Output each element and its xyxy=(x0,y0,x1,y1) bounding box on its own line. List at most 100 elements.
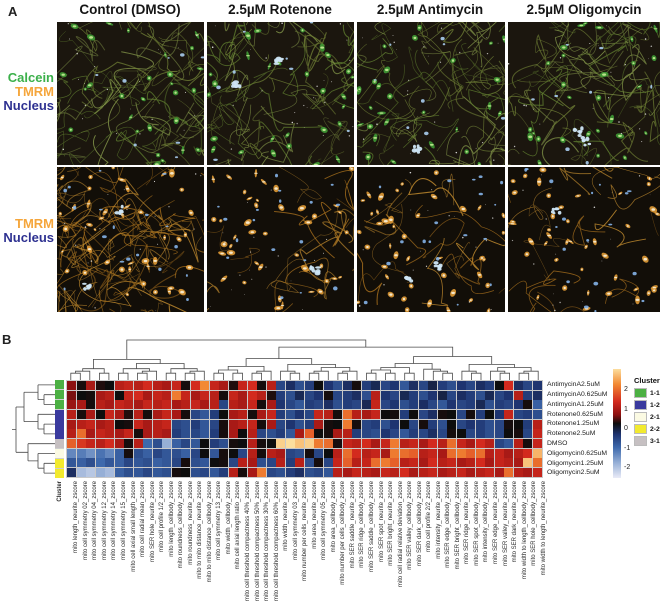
heatmap-cell xyxy=(190,448,200,458)
microscopy-tile xyxy=(508,22,660,165)
row-cluster-strip xyxy=(55,380,64,478)
heatmap-cell xyxy=(276,438,286,449)
heatmap-cell xyxy=(342,381,352,391)
heatmap-cell xyxy=(67,438,76,449)
heatmap-row-label: Oligomycin0.625uM xyxy=(547,449,608,457)
heatmap-cell xyxy=(152,400,162,410)
heatmap-cell xyxy=(152,429,162,439)
heatmap-cell xyxy=(285,438,295,449)
heatmap-cell xyxy=(513,467,523,477)
heatmap-cell xyxy=(171,458,181,468)
heatmap-cell xyxy=(456,467,466,477)
heatmap-cell xyxy=(285,400,295,410)
heatmap-column-label: mito width to length_cellbody_zscore xyxy=(521,481,528,580)
heatmap-cell xyxy=(143,438,153,449)
heatmap-column-label: mito to mito distance_neurite_zscore xyxy=(197,481,204,579)
heatmap-cell xyxy=(494,458,504,468)
heatmap-cell xyxy=(342,458,352,468)
microscopy-tile xyxy=(207,167,354,312)
heatmap-cell xyxy=(504,409,514,420)
heatmap-cell xyxy=(466,448,476,458)
heatmap-cell xyxy=(428,381,438,391)
heatmap-cell xyxy=(447,419,457,429)
heatmap-column-label: mito roundness_neurite_zscore xyxy=(187,481,194,565)
heatmap-cell xyxy=(190,438,200,449)
heatmap-cell xyxy=(475,381,485,391)
heatmap-cell xyxy=(190,390,200,400)
heatmap-cell xyxy=(428,400,438,410)
heatmap-cell xyxy=(447,467,457,477)
heatmap-cell xyxy=(409,429,419,439)
heatmap-cell xyxy=(513,448,523,458)
heatmap-cell xyxy=(76,448,86,458)
heatmap-cell xyxy=(114,438,124,449)
heatmap-cell xyxy=(266,409,276,420)
heatmap-cell xyxy=(86,419,96,429)
heatmap-cell xyxy=(380,438,390,449)
heatmap-cell xyxy=(475,409,485,420)
row-cluster-cell xyxy=(55,380,64,390)
heatmap-cell xyxy=(475,467,485,477)
heatmap-column-label: mito roundness_cellbody_zscore xyxy=(178,481,185,569)
heatmap-column-label: mito cell radial mean_zscore xyxy=(140,481,147,558)
heatmap-cell xyxy=(95,390,105,400)
heatmap-cell xyxy=(171,467,181,477)
heatmap-cell xyxy=(485,381,495,391)
heatmap-cell xyxy=(238,381,248,391)
heatmap-cell xyxy=(409,400,419,410)
heatmap-cell xyxy=(352,458,362,468)
heatmap-cell xyxy=(304,419,314,429)
heatmap-cell xyxy=(532,400,542,410)
heatmap-cell xyxy=(437,381,447,391)
heatmap-cell xyxy=(276,390,286,400)
heatmap-column-label: mito intensity_cellbody_zscore xyxy=(483,481,490,563)
heatmap-cell xyxy=(418,448,428,458)
heatmap-cell xyxy=(513,381,523,391)
heatmap-cell xyxy=(437,429,447,439)
heatmap-cell xyxy=(380,467,390,477)
heatmap-cell xyxy=(285,409,295,420)
heatmap-cell xyxy=(494,381,504,391)
heatmap-cell xyxy=(95,419,105,429)
heatmap-cell xyxy=(295,429,305,439)
heatmap-cell xyxy=(532,409,542,420)
heatmap-cell xyxy=(333,458,343,468)
heatmap-cell xyxy=(314,458,324,468)
heatmap-cell xyxy=(124,438,134,449)
heatmap-cell xyxy=(133,390,143,400)
heatmap-cell xyxy=(124,448,134,458)
heatmap-row-label: AntimycinA0.625uM xyxy=(547,391,608,398)
heatmap-cell xyxy=(114,381,124,391)
heatmap-cell xyxy=(532,390,542,400)
heatmap-cell xyxy=(105,458,115,468)
heatmap-column-label: mito cell threshold compactness 60%_zsco… xyxy=(273,481,280,602)
heatmap-cell xyxy=(143,400,153,410)
cluster-axis-label: Cluster xyxy=(57,481,63,502)
heatmap-cell xyxy=(200,381,210,391)
heatmap-cell xyxy=(447,438,457,449)
heatmap-row-label: Rotenone0.625uM xyxy=(547,410,603,418)
heatmap-row-label: Oligomycin2.5uM xyxy=(547,469,600,477)
heatmap-cell xyxy=(428,409,438,420)
heatmap-column-label: mito length_cellbody_zscore xyxy=(168,481,175,557)
heatmap-cell xyxy=(133,467,143,477)
heatmap-cell xyxy=(114,419,124,429)
heatmap-cell xyxy=(494,390,504,400)
heatmap-cell xyxy=(95,458,105,468)
heatmap-cell xyxy=(238,467,248,477)
heatmap-cell xyxy=(143,381,153,391)
heatmap-cell xyxy=(209,419,219,429)
heatmap-cell xyxy=(371,429,381,439)
heatmap-cell xyxy=(361,409,371,420)
heatmap-cell xyxy=(162,381,172,391)
heatmap-cell xyxy=(323,458,333,468)
heatmap-cell xyxy=(86,381,96,391)
heatmap-cell xyxy=(67,390,76,400)
heatmap-cell xyxy=(209,409,219,420)
heatmap-cell xyxy=(247,467,257,477)
heatmap-cell xyxy=(105,429,115,439)
heatmap-cell xyxy=(257,458,267,468)
heatmap-cell xyxy=(171,419,181,429)
heatmap-cell xyxy=(133,381,143,391)
